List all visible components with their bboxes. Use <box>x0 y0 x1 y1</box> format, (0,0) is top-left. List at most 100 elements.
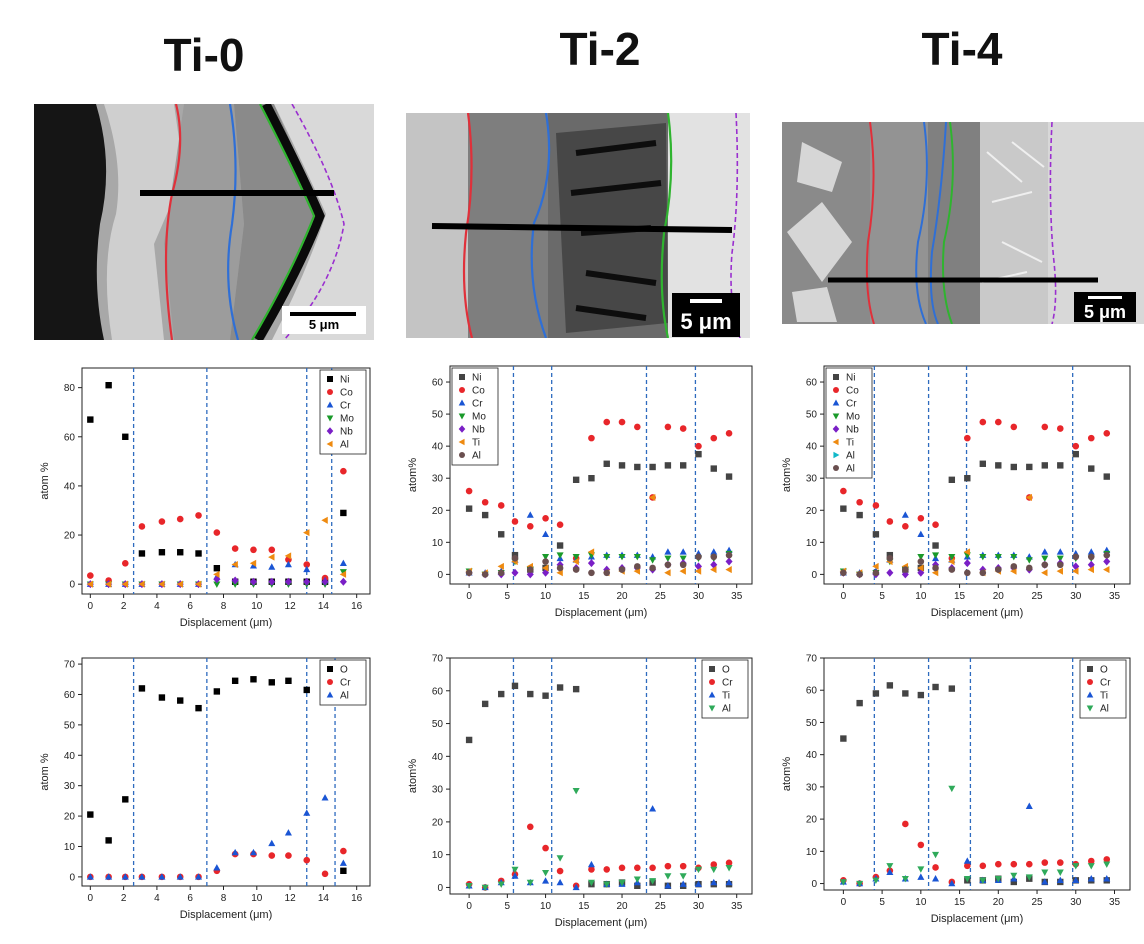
chart-1-point-ni-0-6 <box>556 542 564 549</box>
chart-2-point-ni-0-17 <box>1103 473 1110 480</box>
chart-4-xtick-label-0: 0 <box>466 901 472 912</box>
scale-bar-label-ti-2: 5 μm <box>680 309 732 334</box>
chart-1-point-ti-5-7 <box>572 558 579 566</box>
chart-5-legend-marker-3 <box>1086 705 1094 712</box>
chart-5-point-cr-1-10 <box>995 860 1002 868</box>
chart-5-point-al-3-1 <box>856 880 864 888</box>
chart-2-point-co-1-5 <box>917 514 925 522</box>
chart-1-xtick-label-7: 35 <box>731 591 743 602</box>
chart-1-point-al-6-4 <box>526 566 534 573</box>
chart-5-point-ti-2-6 <box>932 875 940 882</box>
chart-5-ytick-label-7: 70 <box>806 654 818 665</box>
chart-ti-4-metal: 0 5 10 15 20 25 30 35 0 10 20 30 40 50 60 Displacement … <box>776 360 1140 622</box>
chart-1-point-mo-3-12 <box>649 557 657 564</box>
chart-2-point-cr-2-16 <box>1087 548 1095 555</box>
chart-4-point-ti-2-8 <box>587 860 595 868</box>
chart-1-point-nb-4-17 <box>725 557 733 566</box>
chart-0-legend-marker-5 <box>326 440 333 448</box>
chart-5-xtick-label-5: 25 <box>1031 897 1043 908</box>
chart-5-point-al-3-7 <box>948 785 956 793</box>
chart-4-ylabel: atom% <box>407 759 419 793</box>
chart-2-point-co-1-10 <box>995 418 1002 426</box>
chart-0-ytick-label-2: 40 <box>64 481 76 492</box>
chart-3-point-al-2-12 <box>303 809 311 816</box>
chart-2-point-al-7-12 <box>1025 564 1033 572</box>
chart-4-point-ti-2-3 <box>511 872 519 879</box>
chart-1-point-mo-3-11 <box>633 554 641 561</box>
chart-0-legend-marker-1 <box>327 389 333 395</box>
chart-3-ytick-label-1: 10 <box>64 842 76 853</box>
chart-1-xtick-label-5: 25 <box>655 591 667 602</box>
chart-0-point-co-1-4 <box>158 518 166 525</box>
chart-2-point-cr-2-4 <box>901 511 909 518</box>
chart-4-xtick-label-6: 30 <box>693 901 705 912</box>
chart-5-point-al-3-15 <box>1072 863 1080 870</box>
chart-2-point-co-1-17 <box>1103 430 1111 437</box>
chart-0-point-al-5-13 <box>321 516 328 524</box>
chart-1-point-co-1-9 <box>603 418 611 426</box>
chart-4-point-cr-1-9 <box>603 866 611 873</box>
chart-5-point-cr-1-17 <box>1103 856 1111 863</box>
chart-4-plot-frame <box>449 657 753 895</box>
chart-2-point-nb-4-15 <box>1072 562 1080 571</box>
chart-3-point-al-2-11 <box>284 829 292 836</box>
chart-2-point-ni-0-6 <box>932 542 939 549</box>
chart-5-point-ti-2-7 <box>948 879 956 887</box>
chart-5-point-al-3-8 <box>963 876 971 883</box>
chart-4-point-cr-1-6 <box>556 867 564 875</box>
chart-0-ytick-label-4: 80 <box>64 383 76 394</box>
chart-0-point-co-1-8 <box>231 545 239 552</box>
chart-5-point-al-3-6 <box>932 851 940 859</box>
chart-4-legend-label-2: Ti <box>722 691 730 702</box>
chart-4-point-o-0-1 <box>481 700 489 708</box>
chart-1-legend-label-6: Al <box>472 451 481 462</box>
chart-0-point-ni-0-7 <box>213 565 221 572</box>
chart-0-legend-marker-0 <box>327 376 333 382</box>
chart-5-xtick-label-0: 0 <box>841 897 847 908</box>
chart-2-point-ti-5-13 <box>1041 569 1048 577</box>
chart-2-point-al-7-8 <box>964 569 971 577</box>
chart-2-point-ni-0-2 <box>872 531 880 538</box>
chart-2-legend-marker-5 <box>832 438 839 446</box>
sem-image-ti-4 <box>782 122 1144 324</box>
chart-svg: 0 2 4 6 8 10 12 14 16 0 10 20 30 40 50 60 70 Displacement… <box>39 657 371 921</box>
chart-0-legend-label-5: Al <box>340 440 349 451</box>
chart-2-legend-marker-0 <box>833 374 839 380</box>
chart-0-ytick-label-1: 20 <box>64 531 76 542</box>
chart-5-legend-label-2: Ti <box>1100 691 1108 702</box>
chart-2-point-ti-5-5 <box>917 564 924 572</box>
chart-0-ytick-label-0: 0 <box>69 580 75 591</box>
chart-0-point-ni-0-4 <box>158 549 166 556</box>
chart-1-legend-label-2: Cr <box>472 399 483 410</box>
chart-3-legend-marker-1 <box>327 679 333 685</box>
chart-2-point-co-1-9 <box>979 418 987 426</box>
chart-2-xlabel: Displacement (μm) <box>931 607 1024 619</box>
chart-3-ylabel: atom % <box>39 753 51 791</box>
chart-1-point-co-1-16 <box>710 434 718 442</box>
chart-4-xtick-label-7: 35 <box>731 901 743 912</box>
chart-2-point-al-7-5 <box>917 558 925 565</box>
chart-2-point-ni-0-0 <box>840 505 847 512</box>
chart-1-point-co-1-10 <box>618 418 626 426</box>
chart-1-point-ni-0-11 <box>634 463 641 471</box>
chart-4-legend-marker-2 <box>708 691 716 698</box>
chart-5-xtick-label-6: 30 <box>1070 897 1082 908</box>
chart-3-legend-label-2: Al <box>340 691 349 702</box>
chart-0-point-al-5-10 <box>268 553 275 561</box>
chart-1-point-ni-0-15 <box>695 450 702 458</box>
chart-2-point-ni-0-1 <box>856 511 863 519</box>
chart-2-point-co-1-1 <box>856 498 863 506</box>
chart-1-point-mo-3-7 <box>572 554 580 561</box>
chart-1-legend-marker-6 <box>459 452 465 458</box>
chart-2-legend-box <box>825 367 873 479</box>
chart-1-legend-label-3: Mo <box>472 412 486 423</box>
chart-0-point-co-1-5 <box>176 515 184 523</box>
chart-0-legend-label-2: Cr <box>340 401 351 412</box>
chart-4-legend-label-1: Cr <box>722 678 733 689</box>
chart-4-xtick-label-1: 5 <box>505 901 511 912</box>
chart-0-point-al-5-9 <box>249 559 257 567</box>
chart-5-point-al-3-9 <box>979 877 987 885</box>
chart-5-point-cr-1-11 <box>1010 860 1018 868</box>
chart-1-point-ni-0-17 <box>725 473 733 480</box>
chart-3-point-al-2-14 <box>339 859 347 866</box>
